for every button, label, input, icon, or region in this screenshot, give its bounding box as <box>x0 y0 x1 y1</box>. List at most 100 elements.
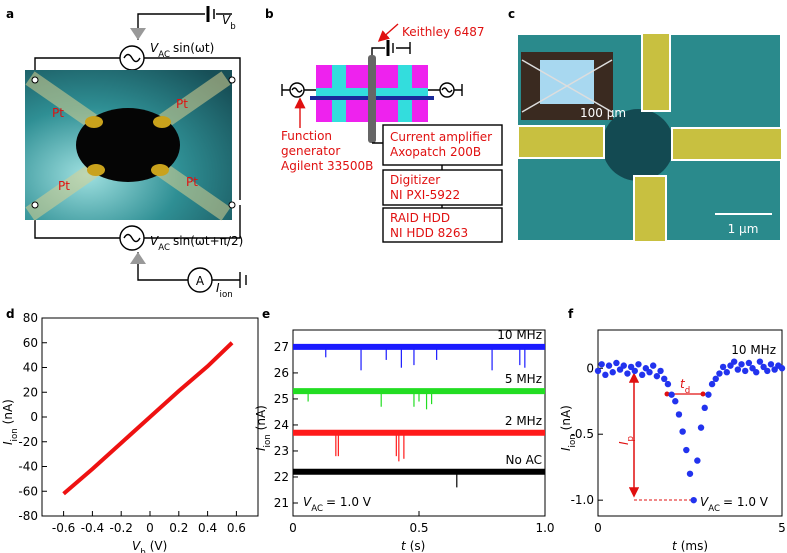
data-point <box>712 375 719 383</box>
x-tick-label: -0.6 <box>52 521 75 535</box>
x-axis-label-part: (V) <box>150 539 168 553</box>
y-axis-label-part: I <box>559 447 573 451</box>
y-tick-label: -40 <box>18 460 38 474</box>
y-axis-label: Iion (nA) <box>559 405 578 451</box>
y-tick-label: 26 <box>274 366 289 380</box>
bias-label-part: b <box>230 22 235 32</box>
panel-label: a <box>6 7 14 21</box>
electrode-label: Pt <box>58 179 70 193</box>
instrument-box-label: Digitizer NI PXI-5922 <box>390 173 460 202</box>
peak-label-part: I <box>617 441 631 445</box>
peak-label: Ip <box>617 436 636 445</box>
y-tick-label: -60 <box>18 484 38 498</box>
instrument-label: Keithley 6487 <box>402 25 484 39</box>
y-tick-label: 25 <box>274 392 289 406</box>
annotation-part: AC <box>708 504 720 514</box>
data-point <box>624 370 631 377</box>
data-point <box>708 380 716 388</box>
data-point <box>672 398 679 405</box>
data-point <box>705 391 712 398</box>
data-point <box>778 365 786 372</box>
y-tick-label: 27 <box>274 340 289 354</box>
annotation: VAC = 1.0 V <box>303 495 372 514</box>
data-point <box>661 375 668 383</box>
x-axis-label: t (ms) <box>672 539 708 553</box>
y-axis-label-part: (nA) <box>559 405 573 430</box>
data-point <box>605 362 613 369</box>
peak-label-part: p <box>626 436 636 441</box>
x-axis-label-part: V <box>132 539 141 553</box>
function-generator-label: Function generator Agilent 33500B <box>281 129 373 173</box>
annotation-part: AC <box>311 504 323 514</box>
x-tick-label: 0.5 <box>409 521 428 535</box>
function-generator-label-line: Function <box>281 129 332 143</box>
current-label-part: ion <box>220 290 233 300</box>
y-axis-label-part: I <box>254 447 268 451</box>
instrument-box-label-line: NI HDD 8263 <box>390 226 468 240</box>
panel-c-image <box>517 32 783 243</box>
annotation: VAC = 1.0 V <box>700 495 769 514</box>
x-axis-label: t (s) <box>401 539 425 553</box>
x-tick-label: 0 <box>594 521 602 535</box>
function-generator-label-line: Agilent 33500B <box>281 159 373 173</box>
data-point <box>609 369 616 376</box>
x-tick-label: 5 <box>778 521 786 535</box>
x-tick-label: -0.4 <box>81 521 104 535</box>
iv-curve <box>62 341 234 496</box>
x-axis-label-part: t <box>401 539 407 553</box>
panel-label: b <box>265 7 274 21</box>
data-point <box>730 358 738 365</box>
instrument-box-label-line: RAID HDD <box>390 211 450 225</box>
data-point <box>668 391 675 398</box>
annotation-part: V <box>303 495 312 509</box>
annotation-part: = 1.0 V <box>723 495 769 509</box>
y-tick-label: 20 <box>23 385 38 399</box>
x-tick-label: 0 <box>146 521 154 535</box>
data-point <box>764 367 771 375</box>
data-point <box>690 496 697 504</box>
y-axis-label: Iion (nA) <box>254 405 273 451</box>
panel-b-diagram <box>281 23 503 243</box>
data-point <box>646 369 653 376</box>
annotation-part: = 1.0 V <box>326 495 372 509</box>
data-point <box>719 363 727 371</box>
data-point <box>631 367 638 375</box>
annotation-part: V <box>700 495 709 509</box>
instrument-box-label-line: Current amplifier <box>390 130 492 144</box>
electrode-label: Pt <box>52 106 64 120</box>
data-point <box>701 404 708 412</box>
panel-f-arrows <box>628 368 706 501</box>
plot-frame <box>597 329 783 517</box>
current-label: Iion <box>216 281 233 300</box>
y-tick-label: -0.5 <box>571 427 594 441</box>
data-point <box>650 362 657 369</box>
data-point <box>602 371 609 379</box>
data-point <box>653 372 661 380</box>
data-point <box>734 366 742 373</box>
current-label-part: I <box>216 281 220 295</box>
inset-scale-label: 100 μm <box>580 106 626 120</box>
data-point <box>742 367 749 375</box>
duration-label-part: d <box>685 386 690 396</box>
ac-bottom-label-part: AC <box>158 243 170 253</box>
panel-label: e <box>262 307 270 321</box>
x-tick-label: 0 <box>289 521 297 535</box>
scale-label: 1 μm <box>728 222 759 236</box>
data-point <box>594 367 602 375</box>
y-axis-label-part: ion <box>10 428 20 441</box>
duration-label: td <box>680 377 690 396</box>
y-tick-label: 0 <box>586 361 594 375</box>
y-tick-label: 80 <box>23 311 38 325</box>
data-point <box>635 361 642 368</box>
y-tick-label: 60 <box>23 336 38 350</box>
y-axis-label-part: ion <box>263 434 273 447</box>
panel-label: c <box>508 7 515 21</box>
y-axis-label: Iion (nA) <box>1 399 20 445</box>
y-axis-label-part: (nA) <box>1 399 15 424</box>
x-tick-label: 0.4 <box>198 521 217 535</box>
y-tick-label: 21 <box>274 496 289 510</box>
panel-a-diagram <box>25 6 247 293</box>
instrument-box-label: Current amplifier Axopatch 200B <box>390 130 492 159</box>
x-axis-label-part: b <box>140 548 145 553</box>
